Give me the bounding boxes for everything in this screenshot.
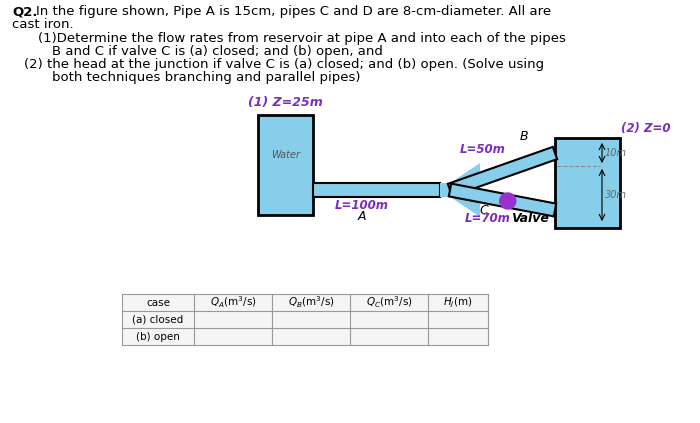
Bar — [313, 183, 440, 197]
Bar — [122, 294, 488, 345]
Bar — [258, 115, 313, 215]
Polygon shape — [440, 163, 480, 217]
Text: $Q_B$(m$^3$/s): $Q_B$(m$^3$/s) — [288, 295, 335, 310]
Text: Valve: Valve — [510, 212, 548, 225]
Text: (2) the head at the junction if valve C is (a) closed; and (b) open. (Solve usin: (2) the head at the junction if valve C … — [24, 58, 544, 71]
Text: (b) open: (b) open — [136, 332, 180, 341]
Text: $H_j$(m): $H_j$(m) — [443, 295, 473, 310]
Text: L=100m: L=100m — [335, 199, 388, 212]
Text: Q2.: Q2. — [12, 5, 38, 18]
Text: 30m: 30m — [605, 190, 627, 200]
Text: $Q_C$(m$^3$/s): $Q_C$(m$^3$/s) — [365, 295, 412, 310]
Text: (a) closed: (a) closed — [132, 314, 183, 324]
Text: Water: Water — [271, 150, 300, 160]
Text: In the figure shown, Pipe A is 15cm, pipes C and D are 8-cm-diameter. All are: In the figure shown, Pipe A is 15cm, pip… — [36, 5, 551, 18]
Text: A: A — [357, 210, 365, 223]
Text: (1)Determine the flow rates from reservoir at pipe A and into each of the pipes: (1)Determine the flow rates from reservo… — [38, 32, 566, 45]
Text: case: case — [146, 297, 170, 308]
Text: L=50m: L=50m — [460, 143, 505, 156]
Text: B: B — [520, 130, 528, 143]
Circle shape — [500, 193, 516, 209]
Bar — [440, 183, 455, 197]
Polygon shape — [448, 147, 557, 196]
Text: L=70m: L=70m — [465, 212, 510, 225]
Bar — [555, 138, 620, 228]
Text: 10m: 10m — [605, 148, 627, 158]
Text: C: C — [480, 203, 488, 217]
Polygon shape — [449, 184, 556, 217]
Text: B and C if valve C is (a) closed; and (b) open, and: B and C if valve C is (a) closed; and (b… — [52, 45, 383, 58]
Text: cast iron.: cast iron. — [12, 18, 74, 31]
Text: (1) Z=25m: (1) Z=25m — [248, 96, 323, 109]
Text: (2) Z=0: (2) Z=0 — [621, 122, 671, 135]
Text: both techniques branching and parallel pipes): both techniques branching and parallel p… — [52, 71, 360, 84]
Text: $Q_A$(m$^3$/s): $Q_A$(m$^3$/s) — [210, 295, 256, 310]
